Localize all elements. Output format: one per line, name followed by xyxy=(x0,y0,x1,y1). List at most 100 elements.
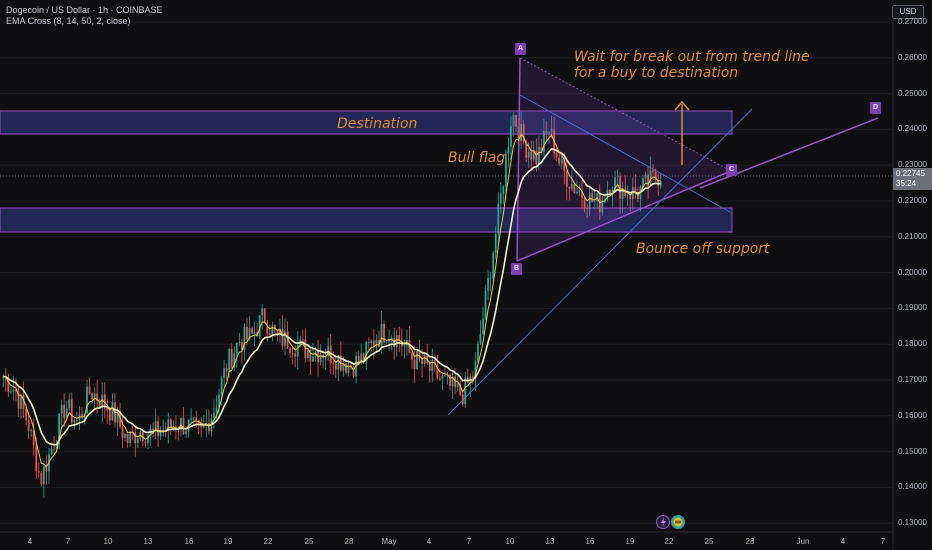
candle-body xyxy=(60,404,63,414)
candle-body xyxy=(581,191,583,198)
candle-body xyxy=(532,150,535,160)
candle-body xyxy=(317,351,319,363)
date-tick: 25 xyxy=(304,537,314,546)
price-tick: 0.13000 xyxy=(898,518,927,528)
candle-body xyxy=(202,426,205,428)
candle-body xyxy=(621,188,624,200)
candle-body xyxy=(560,159,563,164)
candle-body xyxy=(507,146,510,154)
date-tick: 19 xyxy=(625,537,635,546)
candle-body xyxy=(296,344,299,357)
destination-label: Destination xyxy=(337,116,418,132)
currency-button[interactable]: USD xyxy=(892,5,924,19)
date-tick: 16 xyxy=(585,537,595,546)
price-tick: 0.19000 xyxy=(898,303,927,313)
candle-body xyxy=(50,448,53,455)
candle-body xyxy=(25,409,28,421)
candle-body xyxy=(238,341,241,343)
candle-body xyxy=(134,432,137,444)
candle-body xyxy=(431,360,434,371)
candle-body xyxy=(362,353,365,362)
date-tick: 7 xyxy=(65,537,71,546)
candle-body xyxy=(586,207,589,209)
candle-body xyxy=(309,349,312,362)
candle-body xyxy=(101,394,104,408)
candle-body xyxy=(289,348,292,354)
candle-body xyxy=(75,420,78,421)
candle-body xyxy=(545,131,548,133)
candle-body xyxy=(182,418,185,435)
candle-body xyxy=(319,354,322,363)
date-tick: May xyxy=(381,537,397,546)
price-tick: 0.14000 xyxy=(898,482,927,492)
candle-body xyxy=(20,395,22,409)
candle-body xyxy=(144,441,147,444)
date-tick: 28 xyxy=(344,537,354,546)
candle-body xyxy=(207,423,210,432)
candle-body xyxy=(375,339,378,346)
candle-body xyxy=(35,445,38,472)
candle-body xyxy=(634,187,637,194)
date-tick: 10 xyxy=(505,537,515,546)
candle-body xyxy=(98,401,101,408)
candle-body xyxy=(461,394,464,405)
resistance-trendline xyxy=(519,94,731,213)
candle-body xyxy=(411,353,413,360)
candle-body xyxy=(367,342,370,344)
candle-body xyxy=(70,399,73,423)
date-tick: 4 xyxy=(426,537,432,546)
price-tick: 0.23000 xyxy=(898,160,927,170)
candle-body xyxy=(301,339,304,340)
candle-body xyxy=(218,394,220,408)
price-tick: 0.17000 xyxy=(898,375,927,384)
candle-body xyxy=(263,308,266,324)
candle-body xyxy=(647,174,649,187)
candle-body xyxy=(30,430,33,432)
candle-body xyxy=(512,115,515,127)
headline-annotation: Wait for break out from trend line for a… xyxy=(574,49,810,81)
candle-body xyxy=(449,374,451,387)
candle-body xyxy=(286,331,289,349)
candle-body xyxy=(215,407,218,413)
candle-body xyxy=(616,176,619,178)
bar-countdown: 35:24 xyxy=(896,179,917,188)
candle-body xyxy=(220,378,223,395)
candle-body xyxy=(525,141,528,158)
candle-body xyxy=(347,365,350,373)
candle-body xyxy=(454,376,457,387)
candle-body xyxy=(119,411,121,427)
candle-body xyxy=(555,153,558,158)
candle-body xyxy=(251,328,253,334)
candle-body xyxy=(626,195,629,197)
date-tick: 4 xyxy=(27,537,33,546)
candle-body xyxy=(591,193,594,202)
candle-body xyxy=(261,308,264,316)
candle-body xyxy=(649,170,652,187)
candle-body xyxy=(652,170,655,173)
date-tick: 22 xyxy=(263,537,273,546)
candle-body xyxy=(492,253,495,278)
candle-body xyxy=(609,189,611,194)
candle-body xyxy=(141,431,144,442)
price-tick: 0.18000 xyxy=(898,339,927,349)
candle-body xyxy=(27,420,30,432)
candle-body xyxy=(474,361,477,379)
candle-body xyxy=(421,358,424,365)
candle-body xyxy=(418,351,421,359)
candle-body xyxy=(484,290,487,319)
candle-body xyxy=(22,395,25,410)
candle-body xyxy=(86,386,88,414)
breakout-arrow-head xyxy=(674,100,690,111)
date-tick: 10 xyxy=(103,537,113,546)
candle-body xyxy=(73,420,76,423)
candle-body xyxy=(37,471,40,473)
candle-body xyxy=(515,115,517,127)
candle-body xyxy=(504,153,507,187)
candle-body xyxy=(271,325,274,335)
candle-body xyxy=(527,151,530,158)
event-icons[interactable] xyxy=(656,514,688,530)
date-tick: 13 xyxy=(143,537,153,546)
candle-body xyxy=(390,338,393,339)
candle-body xyxy=(636,193,639,199)
